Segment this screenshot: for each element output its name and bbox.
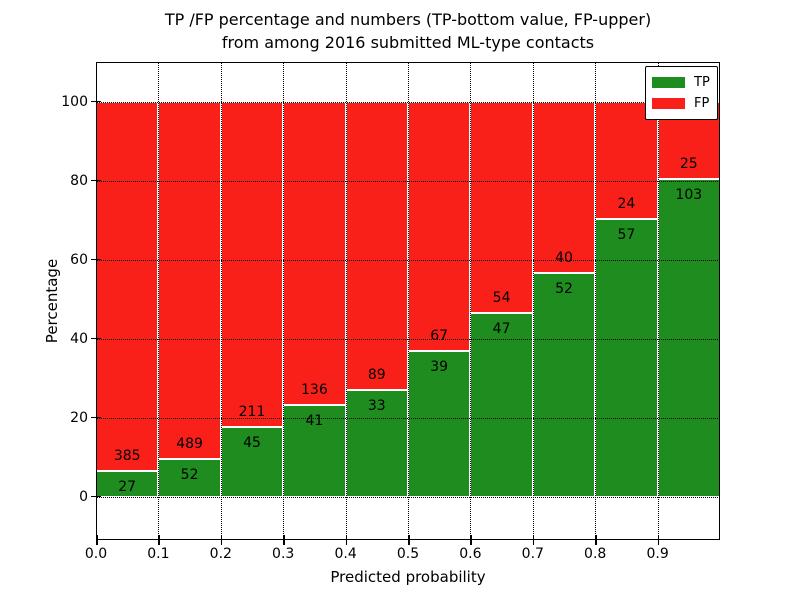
y-tick-label: 0 (79, 488, 88, 505)
y-axis-label: Percentage (43, 258, 61, 344)
legend-entry: FP (652, 93, 710, 114)
x-tick-label: 0.7 (521, 546, 544, 562)
x-tick-label: 0.5 (396, 546, 420, 562)
x-tick-label: 0.9 (646, 546, 669, 562)
chart-title-line2: from among 2016 submitted ML-type contac… (221, 33, 595, 52)
x-tick-label: 0.1 (147, 546, 170, 562)
chart-title-line1: TP /FP percentage and numbers (TP-bottom… (164, 10, 652, 29)
x-tick-label: 0.8 (584, 546, 607, 562)
legend-swatch-fp (652, 98, 685, 109)
legend-swatch-tp (652, 77, 685, 88)
x-tick-label: 0.4 (334, 546, 357, 562)
x-tick-label: 0.2 (209, 546, 232, 562)
y-tick-label: 100 (61, 93, 88, 110)
legend: TP FP (645, 66, 718, 120)
legend-entry: TP (652, 72, 710, 93)
x-tick-label: 0.0 (84, 546, 108, 562)
plot-area (96, 62, 720, 540)
legend-label-fp: FP (694, 96, 710, 111)
x-tick-label: 0.3 (272, 546, 295, 562)
y-tick-label: 20 (70, 409, 88, 426)
chart-title: TP /FP percentage and numbers (TP-bottom… (96, 8, 720, 54)
x-tick-label: 0.6 (459, 546, 482, 562)
y-tick-label: 80 (70, 172, 88, 189)
legend-label-tp: TP (694, 75, 710, 90)
x-axis-label: Predicted probability (330, 568, 486, 586)
